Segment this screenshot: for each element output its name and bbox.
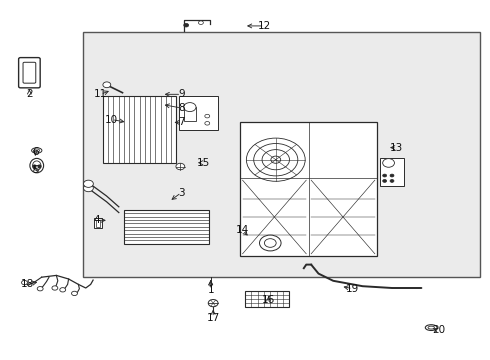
Bar	[83, 32, 480, 277]
Circle shape	[72, 291, 77, 296]
Ellipse shape	[32, 161, 41, 170]
Circle shape	[84, 184, 94, 192]
Circle shape	[176, 163, 185, 170]
Text: 10: 10	[105, 114, 118, 125]
Text: 4: 4	[94, 215, 100, 225]
Ellipse shape	[31, 148, 42, 153]
Text: 14: 14	[236, 225, 249, 235]
Circle shape	[205, 121, 210, 125]
Text: 8: 8	[178, 103, 185, 113]
Bar	[97, 220, 100, 227]
Circle shape	[184, 23, 189, 27]
Circle shape	[390, 174, 394, 177]
Text: 5: 5	[32, 165, 39, 175]
Circle shape	[103, 82, 111, 87]
Text: 7: 7	[178, 117, 185, 127]
Ellipse shape	[30, 158, 44, 173]
Circle shape	[37, 287, 43, 291]
Circle shape	[205, 114, 210, 118]
Circle shape	[208, 300, 218, 307]
Circle shape	[184, 103, 196, 112]
Circle shape	[52, 286, 58, 290]
Bar	[124, 210, 210, 244]
Ellipse shape	[34, 149, 40, 152]
Circle shape	[60, 288, 66, 292]
Circle shape	[383, 174, 387, 177]
Text: 15: 15	[196, 158, 210, 168]
Bar	[95, 218, 102, 228]
Circle shape	[265, 239, 276, 247]
Bar	[184, 107, 196, 121]
Text: 11: 11	[94, 89, 107, 99]
Circle shape	[390, 180, 394, 183]
Circle shape	[383, 180, 387, 183]
Text: 12: 12	[258, 21, 271, 31]
Bar	[179, 96, 218, 130]
Text: 18: 18	[20, 279, 34, 289]
Circle shape	[383, 159, 394, 167]
Text: 19: 19	[346, 284, 360, 294]
Bar	[240, 122, 377, 256]
Ellipse shape	[428, 326, 434, 329]
Circle shape	[198, 21, 203, 24]
FancyBboxPatch shape	[19, 58, 40, 88]
Text: 16: 16	[262, 294, 275, 305]
Text: 13: 13	[390, 143, 404, 153]
Text: 6: 6	[32, 147, 39, 157]
Bar	[245, 291, 289, 307]
Text: 9: 9	[178, 89, 185, 99]
Text: 3: 3	[178, 188, 185, 198]
Circle shape	[260, 235, 281, 251]
Text: 17: 17	[206, 312, 220, 323]
Circle shape	[22, 280, 27, 285]
Ellipse shape	[425, 325, 437, 330]
Bar	[103, 96, 176, 163]
Circle shape	[84, 180, 94, 187]
Text: 20: 20	[432, 325, 445, 336]
Bar	[380, 158, 404, 186]
Text: 1: 1	[207, 285, 214, 295]
FancyBboxPatch shape	[23, 62, 36, 83]
Text: 2: 2	[26, 89, 33, 99]
